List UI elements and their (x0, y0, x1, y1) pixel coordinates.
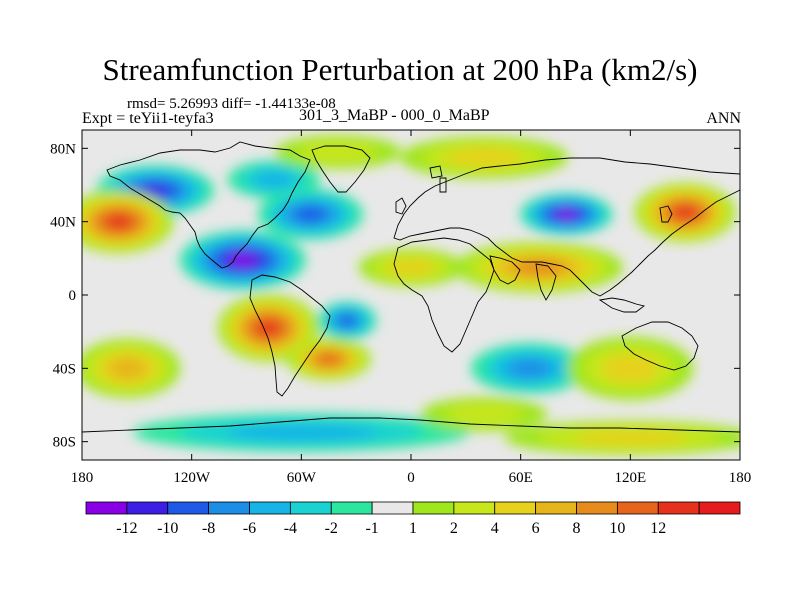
anomaly-high-11 (318, 354, 339, 365)
colorbar-label: 6 (532, 520, 540, 537)
anomaly-low-2 (295, 207, 326, 222)
colorbar-label: 4 (491, 520, 499, 537)
anomaly-field (82, 135, 740, 455)
anomaly-low-6 (253, 171, 295, 188)
anomaly-high-17 (299, 141, 377, 163)
anomaly-low-5 (509, 359, 551, 378)
colorbar-swatch (208, 501, 250, 515)
colorbar-label: -4 (284, 520, 297, 537)
colorbar-label: -10 (157, 520, 178, 537)
lon-tick-label: 0 (407, 470, 415, 486)
colorbar-swatch (167, 501, 210, 515)
colorbar-swatch (85, 501, 128, 515)
experiment-label: Expt = teYii1-teyfa3 (82, 110, 214, 127)
lat-tick-label: 80S (53, 435, 76, 451)
season-label: ANN (706, 110, 741, 127)
anomaly-low-0 (140, 184, 170, 197)
anomaly-high-15 (109, 358, 146, 379)
lon-tick-label: 60E (509, 470, 533, 486)
colorbar-swatch (698, 501, 741, 515)
colorbar-label: 10 (609, 520, 625, 537)
lat-tick-label: 40S (53, 361, 76, 377)
anomaly-low-4 (338, 315, 356, 327)
lon-tick-label: 60W (287, 470, 317, 486)
colorbar-label: 1 (409, 520, 417, 537)
anomaly-low-1 (229, 253, 257, 267)
lat-tick-label: 80N (50, 141, 76, 157)
colorbar: -12 -10 -8 -6 -4 -2 -1 1 2 4 6 8 10 12 (85, 501, 741, 537)
lon-tick-label: 180 (729, 470, 752, 486)
lon-tick-label: 120W (173, 470, 211, 486)
longitude-axis: 180 120W 60W 0 60E 120E 180 (71, 130, 752, 486)
colorbar-swatch (330, 501, 373, 515)
colorbar-swatch (657, 501, 700, 515)
colorbar-swatch (289, 501, 332, 515)
lon-tick-label: 180 (71, 470, 94, 486)
anomaly-high-9 (674, 206, 696, 219)
colorbar-label: 8 (573, 520, 581, 537)
latitude-axis: 80N 40N 0 40S 80S (50, 141, 740, 451)
colorbar-swatch (249, 501, 291, 515)
lat-tick-label: 0 (69, 288, 77, 304)
colorbar-label: 2 (450, 520, 458, 537)
colorbar-label: -1 (365, 520, 378, 537)
colorbar-swatch (371, 501, 414, 515)
colorbar-swatch (616, 501, 659, 515)
anomaly-high-14 (602, 354, 659, 383)
colorbar-swatch (453, 501, 496, 515)
anomaly-low-3 (556, 209, 577, 219)
anomaly-high-16 (446, 148, 522, 167)
colorbar-swatch (126, 501, 169, 515)
lon-tick-label: 120E (614, 470, 646, 486)
colorbar-label: -8 (202, 520, 215, 537)
colorbar-label: -12 (116, 520, 137, 537)
coastline (82, 141, 740, 433)
map-title: Streamfunction Perturbation at 200 hPa (… (102, 52, 698, 87)
colorbar-swatch (412, 501, 455, 515)
colorbar-label: 12 (650, 520, 666, 537)
anomaly-high-8 (107, 215, 131, 229)
anomaly-low-7 (226, 424, 377, 441)
anomaly-high-19 (445, 403, 523, 425)
colorbar-swatch (494, 501, 537, 515)
anomaly-high-18 (574, 430, 687, 446)
colorbar-label: -6 (243, 520, 256, 537)
stats-line: rmsd= 5.26993 diff= -1.44133e-08 (127, 96, 336, 112)
colorbar-swatch (535, 501, 577, 515)
colorbar-swatch (576, 501, 618, 515)
lat-tick-label: 40N (50, 215, 76, 231)
anomaly-high-10 (257, 320, 280, 336)
subtitle: 301_3_MaBP - 000_0_MaBP (299, 107, 490, 124)
anomaly-high-13 (387, 259, 435, 276)
colorbar-label: -2 (325, 520, 338, 537)
